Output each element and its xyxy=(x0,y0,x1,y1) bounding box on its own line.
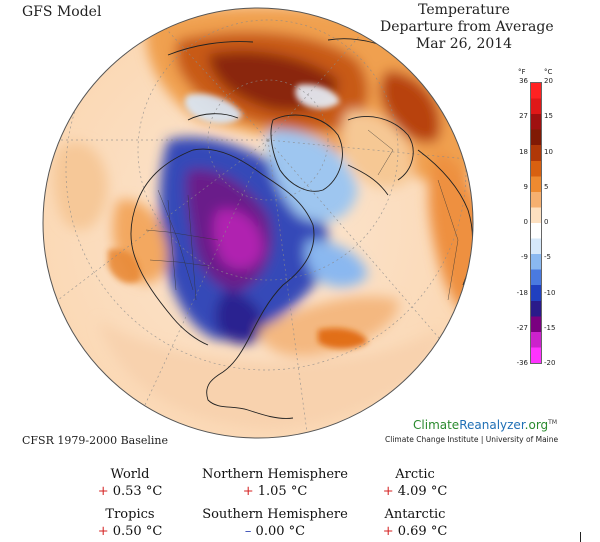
baseline-label: CFSR 1979-2000 Baseline xyxy=(22,434,168,447)
temperature-scale: °F °C 36 20 27 15 18 10 9 5 0 0 -9 -5 -18 -10 -27 -15 -3… xyxy=(504,68,564,378)
tick-label-c: 10 xyxy=(544,147,553,156)
stat-antarctic: Antarctic + 0.69 °C xyxy=(330,506,500,540)
tick-label-f: 9 xyxy=(523,182,528,191)
stat-tropics: Tropics + 0.50 °C xyxy=(45,506,215,540)
brand-block: ClimateReanalyzer.orgTM Climate Change I… xyxy=(385,418,559,444)
stat-value: – 0.00 °C xyxy=(244,524,306,539)
tick-label-c: 0 xyxy=(544,218,549,226)
tick-label-f: 18 xyxy=(519,147,528,156)
stat-arctic: Arctic + 4.09 °C xyxy=(330,466,500,500)
tick-label-c: 15 xyxy=(544,112,553,121)
brand-name: ClimateReanalyzer.orgTM xyxy=(413,418,557,432)
stat-label: Antarctic xyxy=(384,507,446,522)
stat-value: + 0.50 °C xyxy=(97,524,163,539)
globe-map xyxy=(42,7,474,439)
globe-outline xyxy=(42,7,474,439)
tick-label-c: -15 xyxy=(544,323,556,332)
tick-label-f: -18 xyxy=(516,288,528,297)
title-line-3: Mar 26, 2014 xyxy=(415,36,513,52)
stat-value: + 1.05 °C xyxy=(242,484,308,499)
stat-label: Arctic xyxy=(395,467,435,482)
stat-label: Tropics xyxy=(105,507,155,522)
unit-fahrenheit: °F xyxy=(518,68,526,76)
tick-label-c: 5 xyxy=(544,182,549,191)
stat-world: World + 0.53 °C xyxy=(45,466,215,500)
stat-value: + 4.09 °C xyxy=(382,484,448,499)
tick-label-c: -20 xyxy=(544,359,556,367)
stat-southern-hemisphere: Southern Hemisphere – 0.00 °C xyxy=(190,506,360,540)
map-title: Temperature Departure from Average Mar 2… xyxy=(380,2,554,53)
model-label: GFS Model xyxy=(22,4,102,20)
tick-label-c: 20 xyxy=(544,77,553,85)
unit-celsius: °C xyxy=(544,68,553,76)
stat-value: + 0.53 °C xyxy=(97,484,163,499)
corner-mark xyxy=(580,532,581,542)
tick-label-f: -9 xyxy=(521,253,528,262)
tick-label-f: 27 xyxy=(519,112,528,121)
stat-label: Northern Hemisphere xyxy=(202,467,348,482)
tick-label-c: -5 xyxy=(544,253,551,262)
title-line-1: Temperature xyxy=(418,2,510,18)
anomaly-field xyxy=(43,8,473,438)
stat-label: World xyxy=(110,467,150,482)
tick-label-c: -10 xyxy=(544,288,556,297)
stat-northern-hemisphere: Northern Hemisphere + 1.05 °C xyxy=(190,466,360,500)
stat-label: Southern Hemisphere xyxy=(202,507,348,522)
tick-label-f: 36 xyxy=(519,77,528,85)
brand-subtitle: Climate Change Institute | University of… xyxy=(385,435,559,444)
tick-label-f: 0 xyxy=(523,218,528,226)
stat-value: + 0.69 °C xyxy=(382,524,448,539)
colorbar xyxy=(530,82,542,364)
title-line-2: Departure from Average xyxy=(380,19,554,35)
tick-label-f: -27 xyxy=(516,323,528,332)
borders xyxy=(145,129,459,301)
tick-label-f: -36 xyxy=(516,359,528,367)
